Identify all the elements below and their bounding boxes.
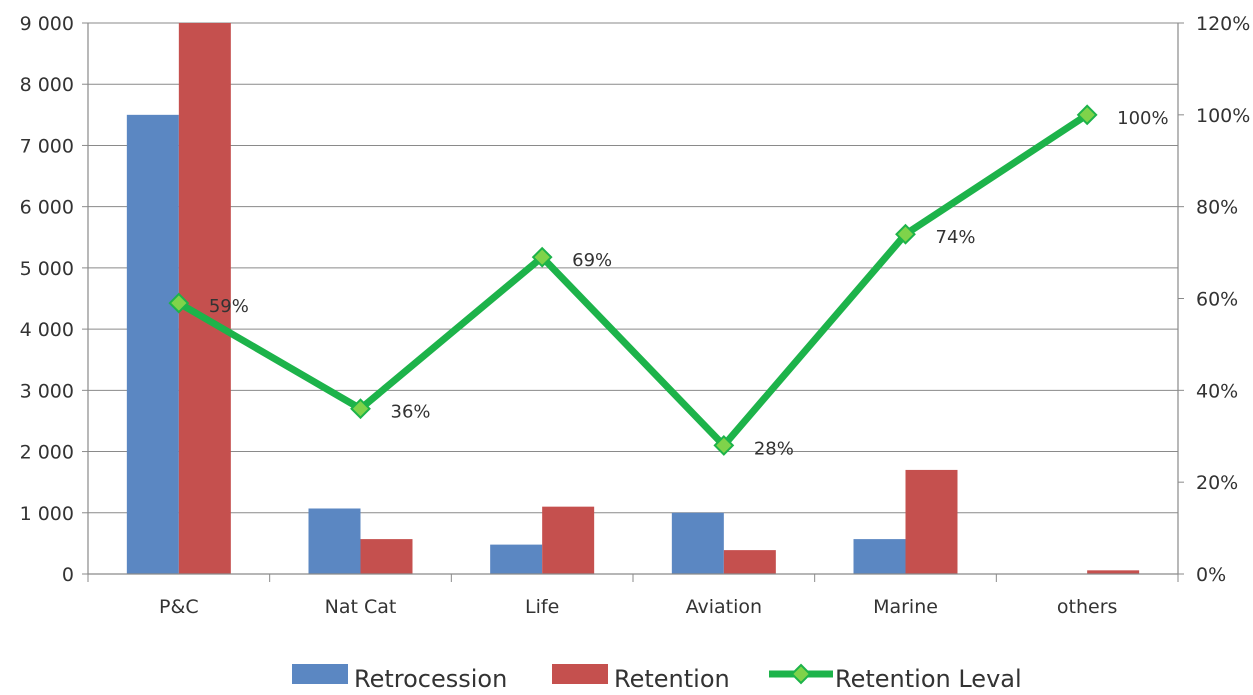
y-left-tick-label: 5 000	[20, 258, 74, 280]
bars	[126, 23, 1140, 574]
retention-level-marker	[1076, 104, 1098, 126]
y-left-tick-label: 8 000	[20, 74, 74, 96]
y-right-tick-label: 100%	[1196, 105, 1250, 127]
legend-label: Retention	[614, 665, 730, 691]
bar-retention	[723, 550, 776, 574]
y-right-tick-label: 0%	[1196, 564, 1226, 586]
retention-level-line	[175, 111, 1091, 449]
gridlines	[88, 22, 1178, 514]
retention-level-marker	[713, 435, 735, 456]
y-right-tick-label: 60%	[1196, 289, 1238, 311]
bar-retrocession	[308, 508, 361, 574]
x-tick-label: Nat Cat	[325, 596, 397, 618]
y-left-tick-label: 2 000	[20, 442, 74, 464]
bar-retrocession	[490, 544, 543, 574]
y-left-tick-label: 9 000	[20, 13, 74, 35]
y-right-tick-label: 40%	[1196, 380, 1238, 402]
x-tick-label: Aviation	[686, 596, 762, 618]
y-right-tick-label: 80%	[1196, 197, 1238, 219]
bar-retention	[905, 469, 958, 574]
retention-level-marker	[531, 246, 553, 268]
y-left-tick-label: 0	[62, 564, 74, 586]
data-label: 69%	[572, 250, 612, 271]
data-label: 36%	[391, 402, 431, 423]
labels: 59% 36% 69% 28% 74% 100%	[209, 108, 1169, 460]
x-tick-label: others	[1057, 596, 1118, 618]
bar-retrocession	[126, 114, 179, 574]
y-left-tick-label: 6 000	[20, 197, 74, 219]
bar-retention	[1087, 570, 1140, 574]
legend-marker	[790, 663, 812, 685]
legend-label: Retention Leval	[835, 665, 1022, 691]
bar-retrocession	[853, 539, 906, 574]
data-label: 74%	[936, 227, 976, 248]
bar-retrocession	[671, 512, 724, 574]
bar-retention	[542, 506, 595, 574]
bar-retention	[360, 539, 413, 574]
data-label: 100%	[1117, 108, 1168, 129]
x-tick-label: Marine	[873, 596, 938, 618]
y-right-tick-label: 20%	[1196, 472, 1238, 494]
y-left-tick-label: 3 000	[20, 380, 74, 402]
bar-retention	[178, 23, 231, 574]
y-left-tick-label: 1 000	[20, 503, 74, 525]
retention-level-marker	[895, 223, 916, 245]
legend-swatch	[552, 664, 608, 684]
legend: Retrocession Retention Retention Leval	[292, 663, 1022, 693]
x-tick-label: P&C	[159, 596, 199, 618]
x-tick-label: Life	[525, 596, 559, 618]
y-left-tick-label: 7 000	[20, 135, 74, 157]
data-label: 59%	[209, 296, 249, 317]
legend-swatch	[292, 664, 348, 684]
line-series	[168, 104, 1098, 456]
y-right-tick-label: 120%	[1196, 13, 1250, 35]
retention-level-marker	[350, 398, 371, 420]
legend-label: Retrocession	[354, 665, 507, 691]
data-label: 28%	[754, 438, 794, 459]
y-left-tick-label: 4 000	[20, 319, 74, 341]
retention-level-marker	[168, 292, 190, 314]
axes: 0 1 000 2 000 3 000 4 000 5 000 6 000 7 000 8 00…	[20, 13, 1251, 618]
